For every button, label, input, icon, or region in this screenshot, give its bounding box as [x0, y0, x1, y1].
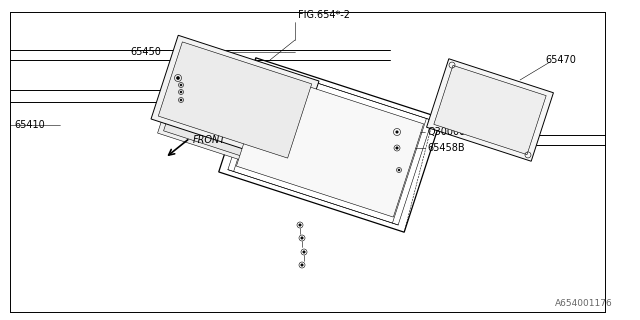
Text: FIG.654*-2: FIG.654*-2	[298, 10, 350, 20]
Circle shape	[299, 224, 301, 226]
Polygon shape	[157, 116, 332, 188]
Circle shape	[303, 251, 305, 253]
Polygon shape	[236, 73, 424, 217]
Circle shape	[396, 131, 398, 133]
Polygon shape	[151, 35, 319, 165]
Circle shape	[301, 264, 303, 266]
Circle shape	[180, 99, 182, 101]
Circle shape	[396, 147, 398, 149]
Polygon shape	[434, 65, 546, 155]
Text: 65470: 65470	[545, 55, 576, 65]
Text: FRONT: FRONT	[193, 135, 227, 145]
Polygon shape	[164, 121, 326, 183]
Circle shape	[301, 237, 303, 239]
Circle shape	[180, 84, 182, 86]
Circle shape	[177, 76, 179, 79]
Polygon shape	[219, 58, 441, 232]
Polygon shape	[158, 42, 312, 158]
Circle shape	[398, 169, 400, 171]
Text: 65410: 65410	[14, 120, 45, 130]
Text: 65450: 65450	[130, 47, 161, 57]
Text: Q300003: Q300003	[427, 127, 472, 137]
Text: A654001176: A654001176	[555, 299, 612, 308]
Text: 65458B: 65458B	[427, 143, 465, 153]
Circle shape	[180, 91, 182, 93]
Polygon shape	[427, 59, 554, 161]
